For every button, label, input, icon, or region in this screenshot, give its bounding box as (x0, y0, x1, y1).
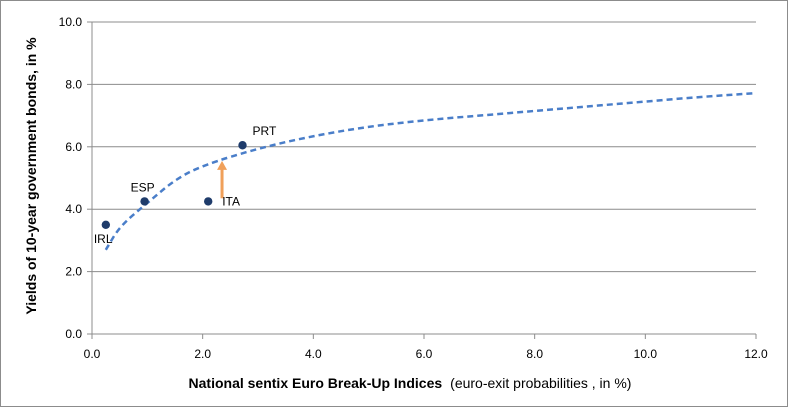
point-labels: IRL ESP ITA PRT (94, 124, 277, 246)
data-points (101, 141, 247, 229)
y-tick-label: 0.0 (65, 327, 82, 341)
x-tick-label: 10.0 (634, 347, 658, 361)
x-tick-label: 8.0 (526, 347, 543, 361)
point-label: ESP (131, 180, 155, 194)
y-tick-label: 4.0 (65, 202, 82, 216)
x-tick-label: 12.0 (744, 347, 768, 361)
x-tick-label: 2.0 (194, 347, 211, 361)
x-tick-label: 0.0 (84, 347, 101, 361)
data-point (238, 141, 247, 150)
x-axis-title: National sentix Euro Break-Up Indices (eu… (189, 375, 632, 391)
axes (87, 21, 757, 339)
grid-lines (92, 21, 756, 273)
point-label: IRL (94, 232, 113, 246)
point-label: ITA (222, 194, 240, 208)
arrow (217, 160, 228, 199)
y-tick-label: 8.0 (65, 77, 82, 91)
y-tick-label: 10.0 (59, 15, 83, 29)
y-tick-label: 6.0 (65, 140, 82, 154)
trendline-curve (104, 91, 757, 251)
x-tick-labels: 0.0 2.0 4.0 6.0 8.0 10.0 12.0 (84, 347, 768, 361)
y-tick-label: 2.0 (65, 265, 82, 279)
point-label: PRT (253, 124, 277, 138)
y-tick-labels: 0.0 2.0 4.0 6.0 8.0 10.0 (59, 15, 83, 341)
y-axis-title: Yields of 10-year government bonds, in % (23, 37, 39, 315)
data-point (204, 197, 213, 206)
arrow-head (217, 160, 228, 170)
x-tick-label: 6.0 (416, 347, 433, 361)
data-point (101, 220, 111, 229)
x-tick-label: 4.0 (305, 347, 322, 361)
data-point (140, 197, 149, 206)
trendline (104, 91, 757, 251)
